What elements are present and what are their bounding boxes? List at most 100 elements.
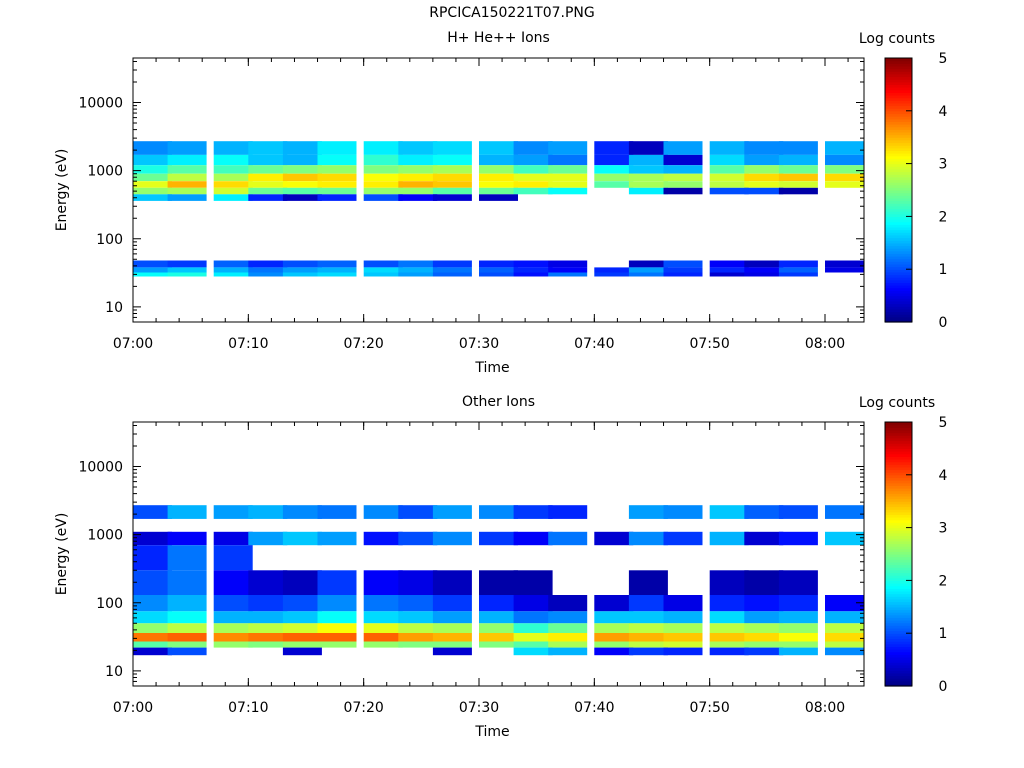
heatmap-cell: [778, 611, 818, 624]
colorbar-swatch: [885, 469, 912, 473]
colorbar-swatch: [885, 298, 912, 302]
colorbar-swatch: [885, 102, 912, 107]
colorbar-swatch: [885, 519, 912, 523]
colorbar-swatch: [885, 269, 912, 273]
heatmap-cell: [398, 595, 438, 612]
colorbar-swatch: [885, 287, 912, 291]
heatmap-cell: [628, 165, 668, 174]
heatmap-cell: [513, 141, 553, 155]
heatmap-cell: [744, 595, 784, 612]
heatmap-cell: [248, 165, 288, 174]
heatmap-cell: [628, 181, 668, 188]
colorbar-swatch: [885, 142, 912, 146]
colorbar-swatch: [885, 316, 912, 320]
colorbar-swatch: [885, 612, 912, 616]
heatmap-cell: [825, 141, 864, 155]
heatmap-cell: [248, 505, 288, 519]
heatmap-cell: [317, 570, 357, 595]
heatmap-cell: [548, 272, 588, 277]
heatmap-cell: [513, 260, 553, 268]
heatmap-cell: [213, 633, 253, 642]
heatmap-cell: [744, 641, 784, 648]
plot-frame: [132, 421, 865, 687]
colorbar-swatch: [885, 649, 912, 653]
heatmap-cell: [432, 181, 472, 188]
heatmap-cell: [248, 141, 288, 155]
colorbar-swatch: [885, 480, 912, 484]
colorbar-swatch: [885, 567, 912, 571]
colorbar-swatch: [885, 472, 912, 476]
colorbar-swatch: [885, 654, 912, 658]
heatmap-cell: [133, 647, 172, 656]
heatmap-cell: [709, 141, 749, 155]
heatmap-cell: [744, 505, 784, 519]
heatmap-cell: [133, 570, 172, 595]
heatmap-cell: [133, 181, 172, 188]
heatmap-cell: [133, 194, 172, 201]
colorbar-swatch: [885, 258, 912, 262]
colorbar-swatch: [885, 303, 912, 307]
heatmap-cell: [548, 181, 588, 188]
heatmap-cell: [213, 194, 253, 201]
colorbar-swatch: [885, 424, 912, 428]
colorbar-swatch: [885, 524, 912, 529]
heatmap-cell: [663, 641, 703, 648]
colorbar-swatch: [885, 279, 912, 283]
colorbar-swatch: [885, 561, 912, 566]
heatmap-cell: [167, 505, 207, 519]
colorbar-swatch: [885, 63, 912, 67]
heatmap-cell: [248, 570, 288, 595]
colorbar-swatch: [885, 200, 912, 204]
heatmap-cell: [167, 165, 207, 174]
colorbar-swatch: [885, 675, 912, 679]
heatmap-cell: [363, 260, 403, 268]
colorbar-swatch: [885, 643, 912, 647]
colorbar-swatch: [885, 58, 912, 62]
colorbar-swatch: [885, 195, 912, 199]
heatmap-cell: [663, 623, 703, 633]
colorbar-swatch: [885, 213, 912, 217]
colorbar-swatch: [885, 126, 912, 130]
colorbar-swatch: [885, 219, 912, 223]
heatmap-cell: [167, 545, 207, 571]
heatmap-cell: [479, 641, 518, 648]
heatmap-cell: [594, 267, 634, 273]
colorbar-swatch: [885, 451, 912, 455]
colorbar-swatch: [885, 422, 912, 426]
heatmap-cell: [398, 611, 438, 624]
heatmap-cell: [594, 165, 634, 174]
x-tick-label: 08:00: [805, 336, 845, 352]
heatmap-cell: [398, 623, 438, 633]
colorbar-swatch: [885, 295, 912, 299]
heatmap-cell: [213, 641, 253, 648]
heatmap-cell: [825, 505, 864, 519]
colorbar-frame: [884, 421, 913, 687]
colorbar-swatch: [885, 174, 912, 178]
heatmap-cell: [398, 633, 438, 642]
colorbar-swatch: [885, 625, 912, 629]
heatmap-cell: [398, 165, 438, 174]
x-tick-label: 07:50: [689, 700, 729, 716]
colorbar-swatch: [885, 131, 912, 136]
colorbar-swatch: [885, 659, 912, 663]
heatmap-cell: [709, 165, 749, 174]
heatmap-cell: [248, 181, 288, 188]
heatmap-cell: [594, 611, 634, 624]
heatmap-cell: [663, 141, 703, 155]
colorbar-swatch: [885, 474, 912, 479]
heatmap-cell: [628, 633, 668, 642]
heatmap-cell: [513, 173, 553, 182]
heatmap-cell: [778, 531, 818, 546]
colorbar-swatch: [885, 606, 912, 611]
colorbar-swatch: [885, 242, 912, 247]
heatmap-cell: [513, 570, 553, 595]
heatmap-cell: [663, 173, 703, 182]
x-tick-label: 07:10: [228, 336, 268, 352]
heatmap-cell: [432, 505, 472, 519]
heatmap-cell: [248, 531, 288, 546]
heatmap-cell: [825, 173, 864, 182]
colorbar-swatch: [885, 211, 912, 215]
heatmap-cell: [167, 641, 207, 648]
heatmap-cell: [317, 531, 357, 546]
colorbar-swatch: [885, 453, 912, 457]
